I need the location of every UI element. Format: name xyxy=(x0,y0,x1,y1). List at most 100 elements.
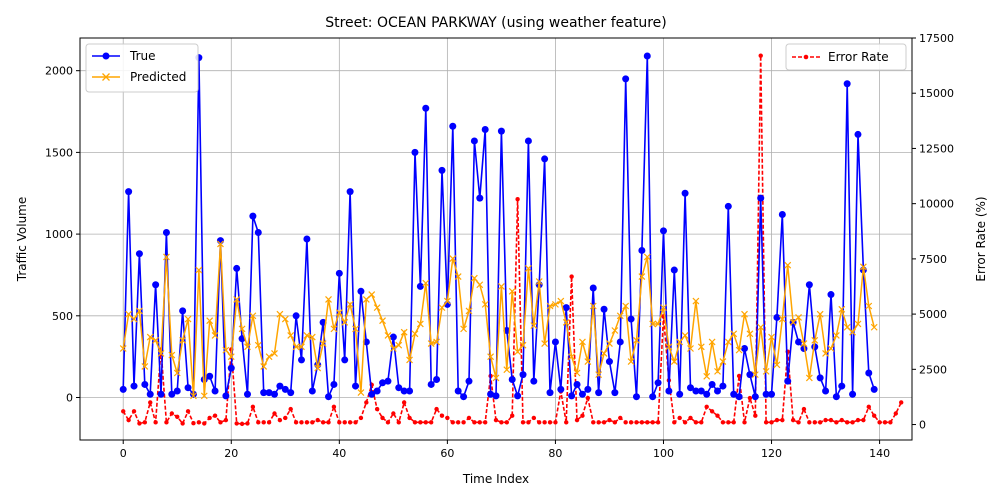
error-rate-point xyxy=(331,404,337,410)
error-rate-point xyxy=(245,421,250,426)
predicted-point xyxy=(616,312,624,320)
error-rate-point xyxy=(574,417,580,423)
predicted-point xyxy=(438,304,446,312)
error-rate-point xyxy=(445,415,450,421)
error-rate-point xyxy=(320,420,326,425)
true-point xyxy=(476,194,484,202)
predicted-point xyxy=(703,372,711,380)
predicted-point xyxy=(368,291,376,298)
true-point xyxy=(141,380,149,388)
error-rate-point xyxy=(277,417,283,423)
predicted-point xyxy=(346,300,354,308)
true-point xyxy=(454,387,462,395)
true-point xyxy=(573,380,581,388)
error-rate-point xyxy=(418,420,423,425)
predicted-point xyxy=(416,320,424,328)
error-rate-point xyxy=(753,413,758,418)
predicted-point xyxy=(514,348,522,356)
y-tick-label: 0 xyxy=(66,392,73,405)
error-rate-point xyxy=(564,420,569,425)
error-rate-point xyxy=(591,420,596,425)
true-point xyxy=(665,387,673,395)
error-rate-point xyxy=(672,420,677,425)
error-rate-point xyxy=(148,400,153,405)
predicted-point xyxy=(714,367,721,375)
true-point xyxy=(184,384,192,392)
true-point xyxy=(768,390,776,398)
error-rate-point xyxy=(639,420,645,425)
error-rate-point xyxy=(515,197,520,202)
error-rate-point xyxy=(358,415,364,421)
true-point xyxy=(298,356,306,364)
true-point xyxy=(427,380,435,388)
true-point xyxy=(724,202,732,210)
error-rate-point xyxy=(682,420,688,425)
error-rate-point xyxy=(461,420,466,425)
predicted-point xyxy=(362,296,370,303)
error-rate-point xyxy=(758,53,763,58)
predicted-point xyxy=(546,302,554,310)
true-point xyxy=(508,376,516,384)
y-axis-ticks: 0 500 1000 1500 2000 xyxy=(45,65,80,405)
error-rate-point xyxy=(250,404,256,410)
predicted-point xyxy=(838,305,846,313)
true-point xyxy=(627,315,635,323)
true-point xyxy=(433,376,441,384)
predicted-point xyxy=(400,328,408,336)
predicted-point xyxy=(735,346,743,354)
true-point xyxy=(400,387,408,395)
y2-tick-label: 15000 xyxy=(919,87,954,100)
predicted-point xyxy=(389,345,397,352)
predicted-point xyxy=(519,341,527,349)
error-rate-point xyxy=(861,417,866,423)
predicted-point xyxy=(265,353,273,361)
x-tick-label: 120 xyxy=(761,447,782,460)
true-point xyxy=(152,281,160,289)
y-tick-label: 2000 xyxy=(45,65,73,78)
true-point xyxy=(870,385,878,393)
predicted-point xyxy=(298,343,305,351)
error-rate-point xyxy=(164,420,169,425)
true-point xyxy=(368,390,376,398)
error-rate-point xyxy=(315,417,320,423)
error-rate-point xyxy=(871,413,877,418)
error-rate-point xyxy=(396,420,401,425)
predicted-point xyxy=(724,338,732,346)
error-rate-point xyxy=(850,420,855,425)
predicted-point xyxy=(670,358,678,365)
error-rate-point xyxy=(650,420,655,425)
predicted-point xyxy=(681,331,689,339)
predicted-point xyxy=(741,310,748,318)
error-rate-point xyxy=(283,415,288,421)
predicted-point xyxy=(611,327,619,334)
true-point xyxy=(822,387,830,395)
true-point xyxy=(406,387,414,395)
predicted-point xyxy=(276,310,284,318)
predicted-point xyxy=(870,323,878,331)
predicted-point xyxy=(643,253,651,261)
predicted-point xyxy=(152,336,160,344)
predicted-point xyxy=(271,349,278,357)
error-rate-point xyxy=(288,406,293,412)
true-point xyxy=(173,387,181,395)
predicted-point xyxy=(606,340,613,348)
predicted-point xyxy=(708,338,716,346)
predicted-point xyxy=(676,338,684,346)
series-error-rate xyxy=(121,53,904,427)
true-point xyxy=(595,389,603,397)
true-point xyxy=(605,358,613,366)
predicted-point xyxy=(260,363,268,370)
predicted-point xyxy=(687,345,694,352)
predicted-point xyxy=(173,369,181,377)
predicted-point xyxy=(206,317,214,325)
error-rate-point xyxy=(466,415,472,421)
predicted-point xyxy=(470,274,478,282)
error-rate-point xyxy=(526,420,531,425)
predicted-point xyxy=(622,302,630,310)
true-point xyxy=(584,385,592,393)
error-rate-point xyxy=(898,400,904,405)
true-point xyxy=(838,382,846,390)
predicted-point xyxy=(595,371,603,379)
error-rate-point xyxy=(866,404,871,410)
